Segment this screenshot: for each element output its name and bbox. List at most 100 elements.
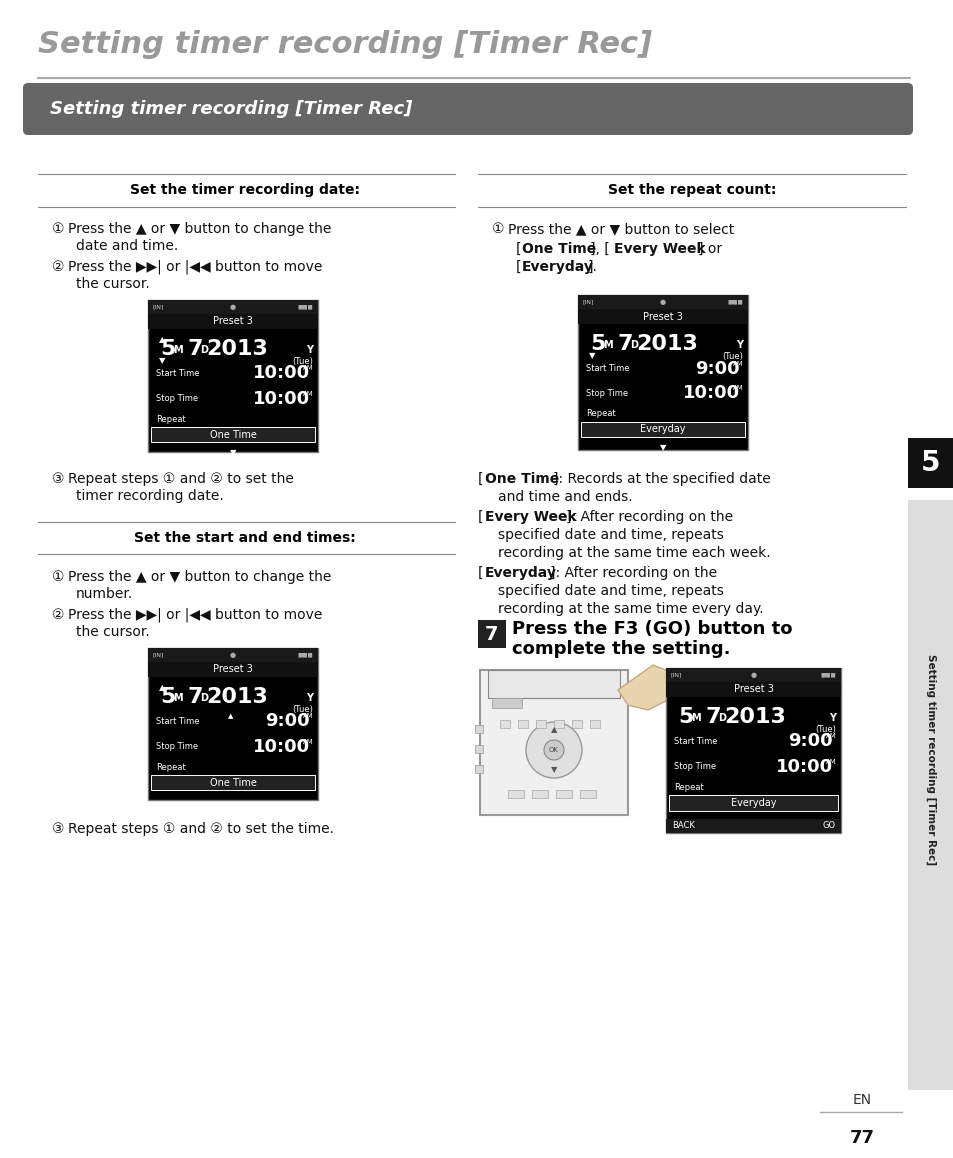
- Text: Everyday: Everyday: [484, 566, 557, 580]
- Text: ], [: ], [: [589, 242, 609, 256]
- Text: 5: 5: [921, 449, 940, 477]
- Text: ▼: ▼: [230, 448, 236, 457]
- Text: 9:00: 9:00: [695, 359, 740, 378]
- Text: 2013: 2013: [723, 708, 785, 727]
- Text: [: [: [477, 472, 483, 486]
- Bar: [151, 775, 314, 790]
- Text: the cursor.: the cursor.: [76, 277, 150, 291]
- Text: One Time: One Time: [484, 472, 558, 486]
- Bar: [507, 790, 523, 798]
- Text: [: [: [516, 261, 521, 274]
- Text: 5: 5: [160, 687, 175, 708]
- Bar: [665, 682, 841, 697]
- Bar: [907, 500, 953, 1090]
- Bar: [578, 295, 747, 450]
- Text: recording at the same time every day.: recording at the same time every day.: [497, 602, 762, 616]
- Text: ].: ].: [587, 261, 598, 274]
- FancyBboxPatch shape: [23, 83, 912, 135]
- Text: M: M: [602, 340, 612, 350]
- Text: 9:00: 9:00: [787, 733, 832, 750]
- Text: GO: GO: [821, 821, 835, 830]
- Polygon shape: [618, 665, 678, 710]
- Bar: [148, 314, 317, 329]
- Circle shape: [543, 740, 563, 760]
- Text: 2013: 2013: [206, 339, 268, 359]
- Text: 10:00: 10:00: [253, 365, 310, 382]
- Text: Repeat: Repeat: [673, 783, 703, 792]
- Text: 10:00: 10:00: [775, 757, 832, 776]
- Text: Start Time: Start Time: [156, 369, 199, 378]
- Text: ▲: ▲: [228, 713, 233, 719]
- Text: Y: Y: [306, 345, 313, 356]
- Text: Stop Time: Stop Time: [673, 762, 716, 771]
- Text: ③: ③: [52, 822, 65, 836]
- Text: 7: 7: [705, 708, 720, 727]
- Text: AM: AM: [303, 713, 314, 719]
- Text: 77: 77: [848, 1129, 874, 1148]
- Text: specified date and time, repeats: specified date and time, repeats: [497, 584, 723, 598]
- Text: D: D: [200, 345, 208, 356]
- Bar: [556, 790, 572, 798]
- Text: Setting timer recording [Timer Rec]: Setting timer recording [Timer Rec]: [925, 654, 935, 865]
- Text: BACK: BACK: [672, 821, 695, 830]
- Text: Every Week: Every Week: [484, 510, 576, 525]
- Text: ▲: ▲: [550, 726, 557, 734]
- Bar: [148, 648, 317, 662]
- Bar: [148, 300, 317, 314]
- Text: D: D: [200, 692, 208, 703]
- Text: ①: ①: [52, 222, 65, 236]
- Text: Everyday: Everyday: [730, 798, 776, 808]
- Text: M: M: [690, 713, 700, 723]
- Bar: [578, 295, 747, 309]
- Text: [: [: [477, 510, 483, 525]
- Text: Stop Time: Stop Time: [156, 394, 198, 403]
- Bar: [148, 300, 317, 452]
- Bar: [578, 309, 747, 324]
- Text: AM: AM: [825, 733, 836, 740]
- Text: specified date and time, repeats: specified date and time, repeats: [497, 528, 723, 542]
- Text: One Time: One Time: [210, 430, 256, 440]
- Bar: [479, 670, 627, 815]
- Text: Press the ▶▶| or |◀◀ button to move: Press the ▶▶| or |◀◀ button to move: [68, 608, 322, 623]
- Text: Setting timer recording [Timer Rec]: Setting timer recording [Timer Rec]: [50, 100, 412, 118]
- Text: AM: AM: [733, 386, 743, 391]
- Text: [IN]: [IN]: [152, 652, 164, 658]
- Text: AM: AM: [303, 390, 314, 396]
- Bar: [532, 790, 547, 798]
- Text: 2013: 2013: [206, 687, 268, 708]
- Text: Start Time: Start Time: [673, 736, 717, 746]
- Text: AM: AM: [733, 360, 743, 366]
- Circle shape: [525, 721, 581, 778]
- Text: 10:00: 10:00: [253, 738, 310, 755]
- Text: 7: 7: [188, 687, 203, 708]
- Text: ▲: ▲: [158, 683, 165, 692]
- Text: (Tue): (Tue): [721, 352, 742, 361]
- Text: Preset 3: Preset 3: [213, 665, 253, 674]
- Text: ●: ●: [750, 672, 756, 677]
- Text: ●: ●: [230, 652, 235, 658]
- Bar: [589, 720, 599, 728]
- Text: date and time.: date and time.: [76, 239, 178, 252]
- Bar: [665, 668, 841, 682]
- Text: Repeat: Repeat: [156, 415, 186, 424]
- Text: Repeat: Repeat: [585, 410, 615, 418]
- Text: Preset 3: Preset 3: [642, 312, 682, 322]
- Text: AM: AM: [303, 739, 314, 745]
- Text: ]: After recording on the: ]: After recording on the: [565, 510, 732, 525]
- Text: Y: Y: [828, 713, 835, 723]
- Text: ▼: ▼: [588, 351, 595, 360]
- Text: complete the setting.: complete the setting.: [512, 640, 730, 658]
- Text: M: M: [172, 345, 182, 356]
- Bar: [492, 698, 521, 708]
- Text: ▲: ▲: [158, 335, 165, 344]
- Text: ▼: ▼: [659, 444, 665, 452]
- Text: Stop Time: Stop Time: [585, 389, 627, 398]
- Text: Every Week: Every Week: [614, 242, 705, 256]
- Text: [: [: [516, 242, 521, 256]
- Text: Y: Y: [306, 692, 313, 703]
- Text: and time and ends.: and time and ends.: [497, 490, 632, 504]
- Text: 10:00: 10:00: [682, 384, 740, 403]
- Text: Stop Time: Stop Time: [156, 742, 198, 752]
- Text: Preset 3: Preset 3: [213, 316, 253, 327]
- Text: M: M: [172, 692, 182, 703]
